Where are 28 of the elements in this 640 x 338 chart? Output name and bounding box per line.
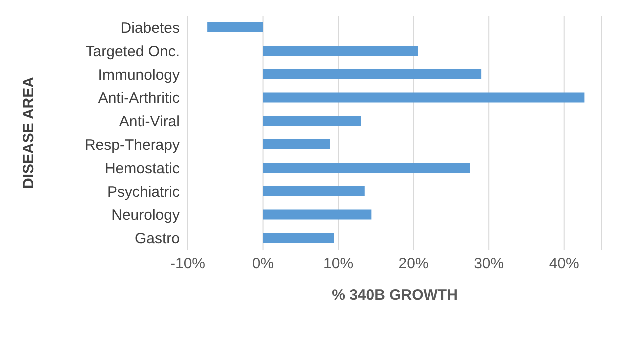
x-tick-label: 10% — [324, 256, 354, 273]
y-tick-label: Resp-Therapy — [84, 137, 180, 154]
y-tick-label: Diabetes — [120, 20, 180, 38]
bar — [263, 140, 330, 150]
bar — [263, 46, 418, 56]
x-tick-label: 30% — [474, 256, 504, 273]
x-tick-label: -10% — [170, 256, 206, 273]
y-tick-label: Psychiatric — [107, 184, 180, 201]
y-tick-label: Anti-Viral — [119, 114, 180, 131]
y-axis-title: DISEASE AREA — [20, 76, 38, 189]
y-tick-label: Gastro — [134, 230, 180, 248]
y-tick-label: Neurology — [112, 207, 180, 224]
bar — [263, 210, 372, 220]
bar — [263, 162, 470, 173]
x-tick-label: 0% — [252, 256, 274, 273]
bar — [263, 69, 482, 80]
bar — [263, 186, 365, 196]
x-tick-label: 40% — [549, 256, 580, 273]
y-tick-label: Hemostatic — [104, 160, 180, 178]
y-tick-label: Immunology — [98, 66, 180, 84]
bar — [208, 22, 264, 33]
bar — [263, 233, 334, 244]
y-tick-label: Targeted Onc. — [86, 43, 180, 60]
y-tick-label: Anti-Arthritic — [98, 90, 180, 108]
x-axis-title: % 340B GROWTH — [332, 287, 458, 304]
bar — [263, 92, 585, 103]
bar — [263, 116, 362, 126]
x-tick-label: 20% — [398, 256, 429, 273]
